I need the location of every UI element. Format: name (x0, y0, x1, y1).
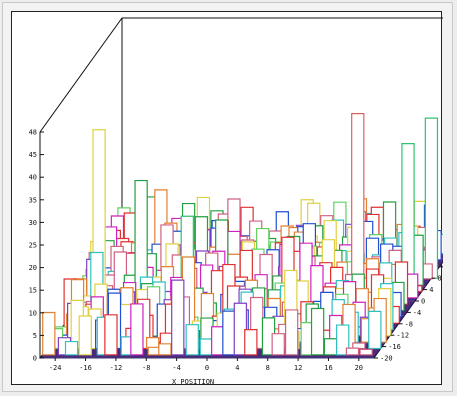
x-tick-label: 16 (324, 364, 332, 372)
histogram-bar (310, 307, 325, 356)
histogram-bar (171, 279, 185, 356)
histogram-bar (211, 326, 225, 356)
x-tick-label: -24 (49, 364, 62, 372)
histogram-bar (104, 314, 118, 356)
histogram-bar (336, 324, 350, 356)
histogram-bar (158, 343, 172, 356)
z-tick-label: 5 (33, 332, 37, 340)
y-axis-ticks: 201612840-4-8-12-16-20 (374, 266, 443, 363)
y-tick-label: -16 (388, 343, 401, 351)
x-tick-label: -8 (142, 364, 150, 372)
histogram-bar (199, 338, 213, 356)
histogram-bar (244, 329, 258, 356)
z-tick-label: 30 (29, 219, 37, 227)
y-tick-label: -4 (413, 309, 421, 317)
z-tick-label: 45 (29, 151, 37, 159)
histogram-bar (323, 338, 338, 356)
histogram-bar (130, 303, 144, 356)
histogram-bar (284, 309, 299, 356)
x-tick-label: 4 (235, 364, 239, 372)
histogram-bar (271, 333, 285, 356)
histogram-bar (424, 117, 439, 279)
x-tick-label: -16 (79, 364, 92, 372)
x-tick-label: 8 (266, 364, 270, 372)
z-tick-label: 40 (29, 174, 37, 182)
histogram-bar (222, 310, 236, 356)
histogram-bar (42, 311, 56, 356)
image-frame: 0 5 10 15 20 25 30 35 40 45 48 -24 -16 -12 -8 -4 0 4 8 12 1… (2, 2, 453, 392)
histogram-bar (359, 348, 373, 356)
y-tick-label: 8 (437, 275, 441, 283)
y-tick-label: 4 (429, 286, 433, 294)
y-tick-label: 0 (421, 298, 425, 306)
x-tick-label: 0 (205, 364, 209, 372)
histogram-bar (78, 315, 92, 356)
back-frame-line (39, 17, 443, 133)
histogram-bar (64, 340, 79, 356)
histogram-bar (368, 310, 382, 350)
x-tick-label: -4 (172, 364, 180, 372)
chart-panel: 0 5 10 15 20 25 30 35 40 45 48 -24 -16 -12 -8 -4 0 4 8 12 1… (11, 11, 443, 386)
z-tick-label: 0 (33, 355, 37, 363)
x-tick-label: -12 (110, 364, 123, 372)
z-tick-label: 25 (29, 242, 37, 250)
z-tick-label: 35 (29, 196, 37, 204)
x-axis-title: X POSITION (172, 378, 214, 386)
z-tick-label: 10 (29, 309, 37, 317)
y-tick-label: -8 (405, 320, 413, 328)
bars-group (42, 113, 443, 356)
y-tick-label: -12 (396, 332, 409, 340)
x-tick-label: 20 (355, 364, 363, 372)
histogram-bar (345, 347, 360, 356)
histogram-bar (185, 324, 199, 356)
z-axis-ticks: 0 5 10 15 20 25 30 35 40 45 48 (29, 129, 44, 363)
z-tick-label: 20 (29, 264, 37, 272)
histogram-bar (233, 302, 248, 356)
histogram-bar (352, 342, 366, 350)
z-tick-label: 15 (29, 287, 37, 295)
x-axis-ticks: -24 -16 -12 -8 -4 0 4 8 12 16 20 (49, 358, 363, 372)
z-tick-label: 48 (29, 129, 37, 137)
y-tick-label: -20 (380, 355, 393, 363)
x-tick-label: 12 (294, 364, 302, 372)
